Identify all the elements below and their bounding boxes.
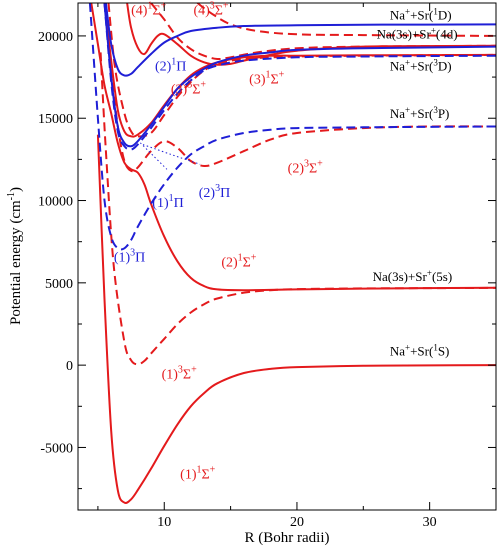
series-line-12 xyxy=(103,3,496,151)
series-line-10 xyxy=(104,3,496,77)
state-label: (2)1Σ+ xyxy=(221,252,256,270)
asymptote-label: Na++Sr(1S) xyxy=(390,342,450,358)
series-line-11 xyxy=(103,3,496,148)
x-tick-label: 30 xyxy=(423,515,437,530)
state-label: (1)1Σ+ xyxy=(180,465,215,483)
y-tick-label: 5000 xyxy=(45,277,73,292)
y-tick-label: 20000 xyxy=(38,30,73,45)
y-tick-label: -5000 xyxy=(40,441,73,456)
plot-background xyxy=(78,3,496,510)
y-tick-label: 10000 xyxy=(38,195,73,210)
x-axis-label: R (Bohr radii) xyxy=(245,530,330,546)
state-label: (4)3Σ+ xyxy=(193,1,228,19)
state-label: (2)3Σ+ xyxy=(288,159,323,177)
asymptote-label: Na++Sr(3P) xyxy=(390,105,450,121)
series-line-13 xyxy=(88,3,496,251)
curve-labels: (1)1Σ+ (1)3Σ+ (2)1Σ+ (2)3Σ+ (3)3Σ+ (3)1Σ+ (4)1… xyxy=(114,1,458,483)
asymptote-label: Na(3s)+Sr+(5s) xyxy=(373,268,453,284)
series-line-1 xyxy=(96,134,496,505)
asymptote-label: Na++Sr(1D) xyxy=(390,6,452,22)
asymptote-label: Na++Sr(3D) xyxy=(390,57,452,73)
state-label: (1)3Π xyxy=(114,247,145,265)
series-line-6 xyxy=(107,3,496,138)
x-tick-label: 20 xyxy=(290,515,304,530)
state-label: (3)1Σ+ xyxy=(249,70,284,88)
state-label: (2)3Π xyxy=(199,183,230,201)
axis-ticks: 10 20 30 -5000 0 5000 10000 15000 20000 xyxy=(38,3,497,530)
x-tick-label: 10 xyxy=(157,515,171,530)
series-line-14 xyxy=(140,142,168,170)
asymptote-label: Na(3s)+Sr+(4d) xyxy=(377,25,458,41)
series-line-8 xyxy=(150,3,496,61)
plot-frame xyxy=(77,2,497,511)
series-line-15 xyxy=(142,144,201,165)
state-label: (4)1Σ+ xyxy=(131,1,166,19)
series-line-9 xyxy=(196,3,496,37)
state-label: (3)3Σ+ xyxy=(171,80,206,98)
y-tick-label: 0 xyxy=(66,359,73,374)
series-line-3 xyxy=(90,3,496,292)
state-label: (1)3Σ+ xyxy=(162,364,197,382)
series-line-4 xyxy=(110,68,496,173)
series-line-2 xyxy=(99,52,496,366)
y-tick-label: 15000 xyxy=(38,112,73,127)
y-axis-label: Potential energy (cm-1) xyxy=(6,187,24,325)
curves xyxy=(88,3,496,505)
series-line-7 xyxy=(126,3,496,66)
state-label: (2)1Π xyxy=(155,56,186,74)
state-label: (1)1Π xyxy=(152,193,183,211)
